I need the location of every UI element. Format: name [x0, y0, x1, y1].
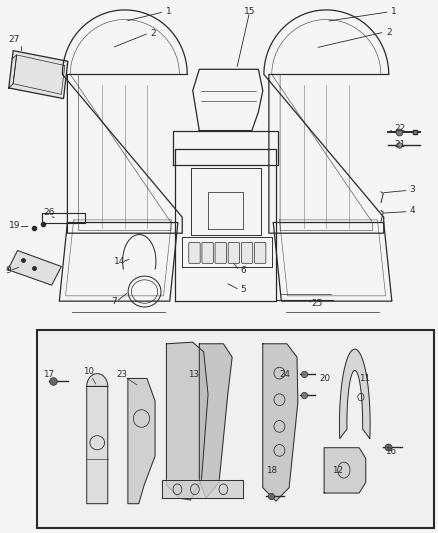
Polygon shape: [324, 448, 366, 493]
Text: 6: 6: [240, 266, 246, 275]
Text: 1: 1: [391, 7, 397, 16]
Text: 1: 1: [166, 7, 171, 16]
FancyBboxPatch shape: [37, 330, 434, 528]
Polygon shape: [128, 378, 155, 504]
Text: 7: 7: [112, 297, 117, 306]
FancyBboxPatch shape: [228, 243, 240, 263]
Text: 21: 21: [394, 140, 406, 149]
FancyBboxPatch shape: [254, 243, 266, 263]
Polygon shape: [263, 344, 298, 501]
Text: 15: 15: [244, 7, 256, 16]
Text: 11: 11: [359, 374, 370, 383]
Text: 27: 27: [8, 35, 19, 44]
Text: 22: 22: [394, 124, 406, 133]
Text: 14: 14: [114, 257, 125, 266]
Polygon shape: [87, 374, 108, 504]
Text: 4: 4: [410, 206, 415, 215]
Text: 16: 16: [385, 447, 396, 456]
Text: 10: 10: [83, 367, 94, 376]
Text: 9: 9: [5, 266, 11, 276]
Text: 18: 18: [266, 466, 277, 475]
Text: 13: 13: [188, 370, 199, 379]
Polygon shape: [199, 344, 232, 498]
Text: 12: 12: [332, 466, 343, 475]
FancyBboxPatch shape: [202, 243, 213, 263]
Polygon shape: [8, 251, 61, 285]
Text: 23: 23: [116, 370, 127, 379]
Text: 24: 24: [279, 370, 290, 379]
Text: 3: 3: [410, 185, 415, 194]
FancyBboxPatch shape: [189, 243, 200, 263]
Text: 2: 2: [150, 29, 156, 38]
Text: 26: 26: [43, 208, 54, 217]
Polygon shape: [166, 342, 208, 500]
Polygon shape: [339, 349, 370, 439]
FancyBboxPatch shape: [215, 243, 226, 263]
Text: 5: 5: [240, 285, 246, 294]
Polygon shape: [162, 480, 243, 498]
Text: 17: 17: [43, 370, 54, 379]
Text: 20: 20: [319, 374, 330, 383]
Text: 2: 2: [386, 28, 392, 37]
Text: 25: 25: [311, 300, 322, 309]
Polygon shape: [9, 51, 68, 99]
Text: 19: 19: [9, 221, 20, 230]
FancyBboxPatch shape: [241, 243, 253, 263]
